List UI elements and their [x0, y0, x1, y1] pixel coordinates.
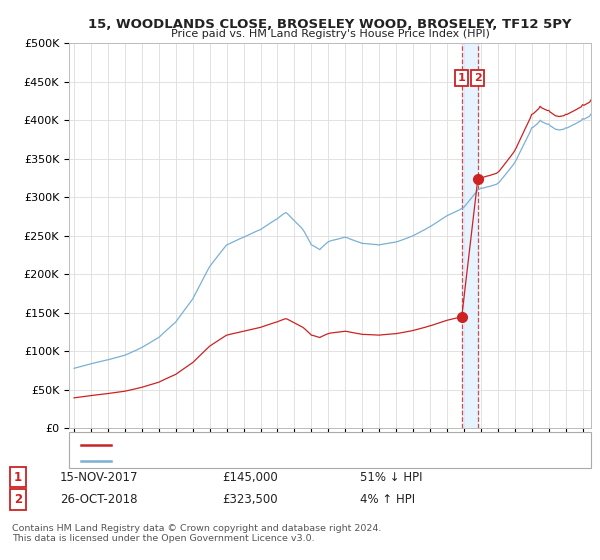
Text: 51% ↓ HPI: 51% ↓ HPI: [360, 470, 422, 484]
Text: 1: 1: [14, 470, 22, 484]
Text: 15, WOODLANDS CLOSE, BROSELEY WOOD, BROSELEY, TF12 5PY (detached house): 15, WOODLANDS CLOSE, BROSELEY WOOD, BROS…: [117, 440, 553, 450]
Text: 15, WOODLANDS CLOSE, BROSELEY WOOD, BROSELEY, TF12 5PY: 15, WOODLANDS CLOSE, BROSELEY WOOD, BROS…: [88, 18, 572, 31]
Text: 4% ↑ HPI: 4% ↑ HPI: [360, 493, 415, 506]
Text: 26-OCT-2018: 26-OCT-2018: [60, 493, 137, 506]
Text: 1: 1: [458, 73, 466, 83]
Text: Contains HM Land Registry data © Crown copyright and database right 2024.
This d: Contains HM Land Registry data © Crown c…: [12, 524, 382, 543]
Bar: [462, 43, 478, 428]
Text: Price paid vs. HM Land Registry's House Price Index (HPI): Price paid vs. HM Land Registry's House …: [170, 29, 490, 39]
Text: 2: 2: [474, 73, 482, 83]
Text: £323,500: £323,500: [222, 493, 278, 506]
Text: 15-NOV-2017: 15-NOV-2017: [60, 470, 139, 484]
Text: £145,000: £145,000: [222, 470, 278, 484]
Text: HPI: Average price, detached house, Shropshire: HPI: Average price, detached house, Shro…: [117, 456, 366, 466]
Text: 2: 2: [14, 493, 22, 506]
